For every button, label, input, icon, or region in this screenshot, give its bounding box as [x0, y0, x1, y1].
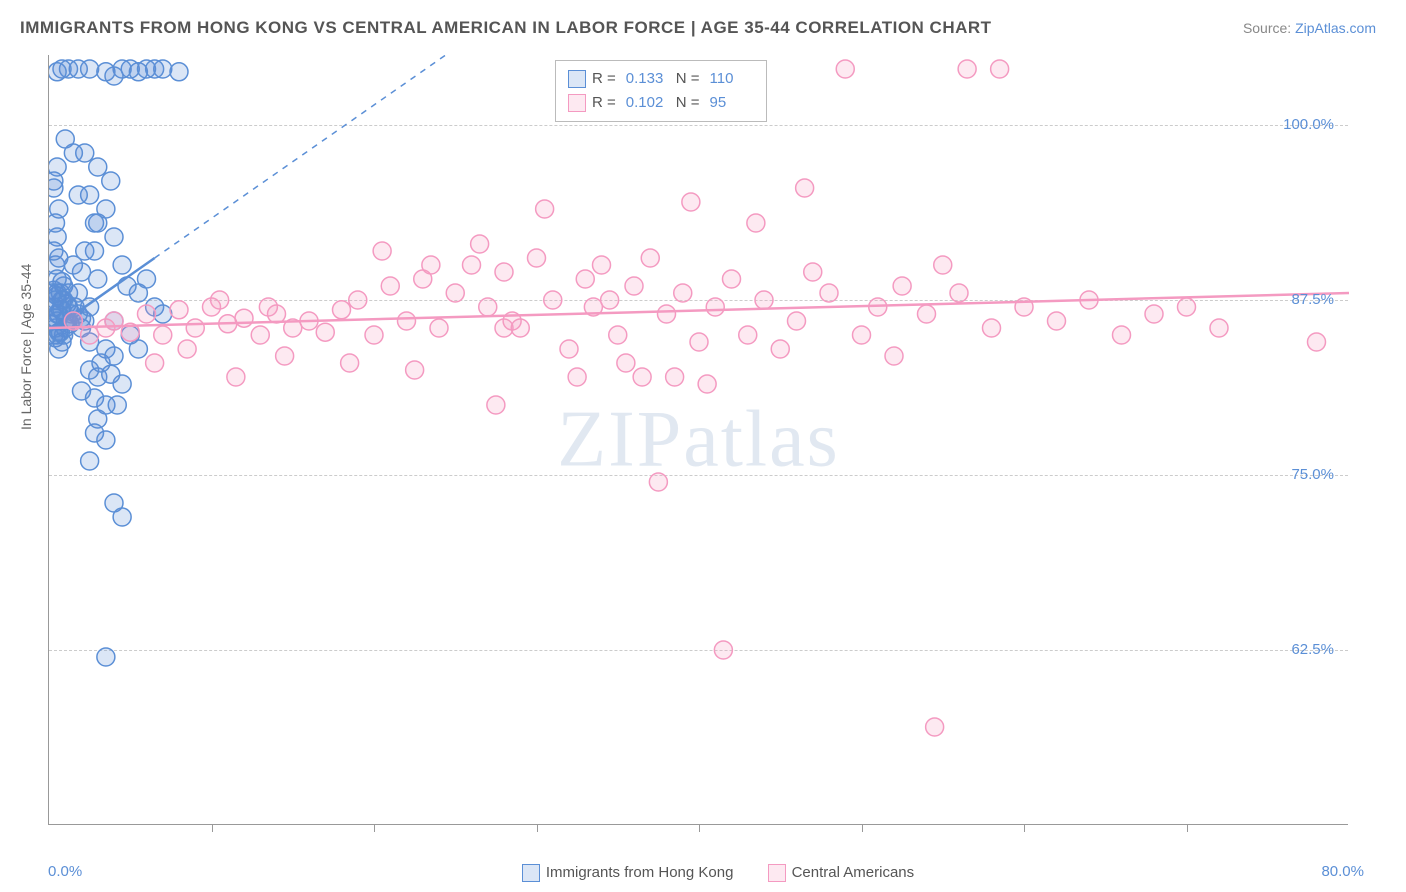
source-attribution: Source: ZipAtlas.com — [1243, 20, 1376, 36]
r-label: R = — [592, 91, 616, 115]
plot-area: ZIPatlas 62.5%75.0%87.5%100.0% — [48, 55, 1348, 825]
y-tick-label: 87.5% — [1291, 291, 1334, 308]
legend-swatch-hk-icon — [522, 864, 540, 882]
correlation-legend: R = 0.133 N = 110 R = 0.102 N = 95 — [555, 60, 767, 122]
y-tick-label: 75.0% — [1291, 466, 1334, 483]
legend-row-hk: R = 0.133 N = 110 — [568, 67, 754, 91]
r-value-ca: 0.102 — [626, 91, 670, 115]
y-tick-label: 62.5% — [1291, 641, 1334, 658]
source-link[interactable]: ZipAtlas.com — [1295, 20, 1376, 36]
legend-label-ca: Central Americans — [792, 864, 915, 881]
legend-swatch-ca-icon — [768, 864, 786, 882]
legend-swatch-ca — [568, 94, 586, 112]
y-tick-label: 100.0% — [1283, 116, 1334, 133]
y-axis-label: In Labor Force | Age 35-44 — [18, 264, 34, 430]
n-value-ca: 95 — [710, 91, 754, 115]
n-label: N = — [676, 67, 700, 91]
n-label: N = — [676, 91, 700, 115]
scatter-svg — [49, 55, 1349, 825]
legend-label-hk: Immigrants from Hong Kong — [546, 864, 734, 881]
legend-row-ca: R = 0.102 N = 95 — [568, 91, 754, 115]
chart-title: IMMIGRANTS FROM HONG KONG VS CENTRAL AME… — [20, 18, 992, 38]
r-value-hk: 0.133 — [626, 67, 670, 91]
n-value-hk: 110 — [710, 67, 754, 91]
source-prefix: Source: — [1243, 20, 1295, 36]
legend-swatch-hk — [568, 70, 586, 88]
series-legend: Immigrants from Hong Kong Central Americ… — [0, 864, 1406, 882]
r-label: R = — [592, 67, 616, 91]
